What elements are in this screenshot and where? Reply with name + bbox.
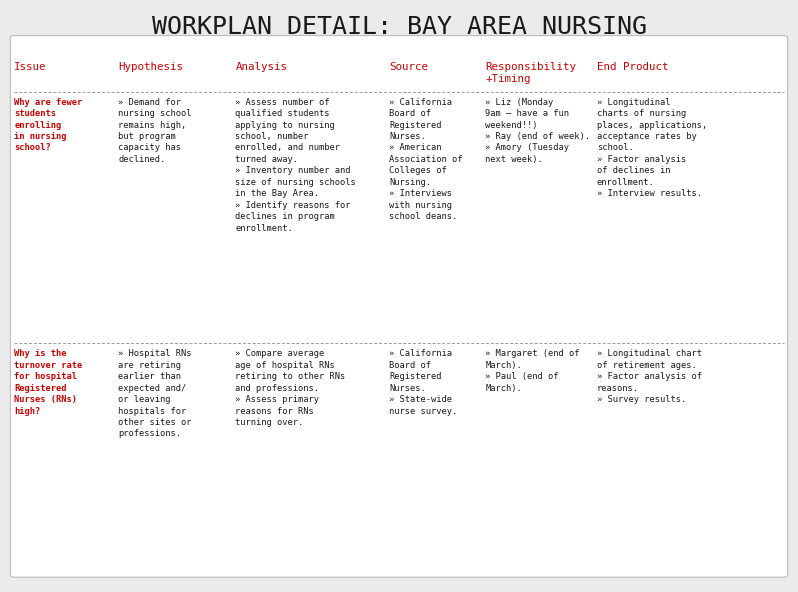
Text: » Compare average
age of hospital RNs
retiring to other RNs
and professions.
» A: » Compare average age of hospital RNs re… — [235, 349, 346, 427]
Text: » Longitudinal
charts of nursing
places, applications,
acceptance rates by
schoo: » Longitudinal charts of nursing places,… — [597, 98, 707, 198]
Text: Issue: Issue — [14, 62, 47, 72]
Text: » Demand for
nursing school
remains high,
but program
capacity has
declined.: » Demand for nursing school remains high… — [118, 98, 192, 164]
Text: » Margaret (end of
March).
» Paul (end of
March).: » Margaret (end of March). » Paul (end o… — [485, 349, 579, 392]
FancyBboxPatch shape — [10, 36, 788, 577]
Text: Source: Source — [389, 62, 429, 72]
Text: Analysis: Analysis — [235, 62, 287, 72]
Text: » California
Board of
Registered
Nurses.
» State-wide
nurse survey.: » California Board of Registered Nurses.… — [389, 349, 458, 416]
Text: Why is the
turnover rate
for hospital
Registered
Nurses (RNs)
high?: Why is the turnover rate for hospital Re… — [14, 349, 83, 416]
Text: » Hospital RNs
are retiring
earlier than
expected and/
or leaving
hospitals for
: » Hospital RNs are retiring earlier than… — [118, 349, 192, 439]
Text: Why are fewer
students
enrolling
in nursing
school?: Why are fewer students enrolling in nurs… — [14, 98, 83, 153]
Text: » Longitudinal chart
of retirement ages.
» Factor analysis of
reasons.
» Survey : » Longitudinal chart of retirement ages.… — [597, 349, 702, 404]
Text: » California
Board of
Registered
Nurses.
» American
Association of
Colleges of
N: » California Board of Registered Nurses.… — [389, 98, 463, 221]
Text: Responsibility
+Timing: Responsibility +Timing — [485, 62, 576, 84]
Text: » Assess number of
qualified students
applying to nursing
school, number
enrolle: » Assess number of qualified students ap… — [235, 98, 356, 233]
Text: WORKPLAN DETAIL: BAY AREA NURSING: WORKPLAN DETAIL: BAY AREA NURSING — [152, 15, 646, 38]
Text: Hypothesis: Hypothesis — [118, 62, 183, 72]
Text: End Product: End Product — [597, 62, 669, 72]
Text: » Liz (Monday
9am – have a fun
weekend!!)
» Ray (end of week).
» Amory (Tuesday
: » Liz (Monday 9am – have a fun weekend!!… — [485, 98, 591, 164]
